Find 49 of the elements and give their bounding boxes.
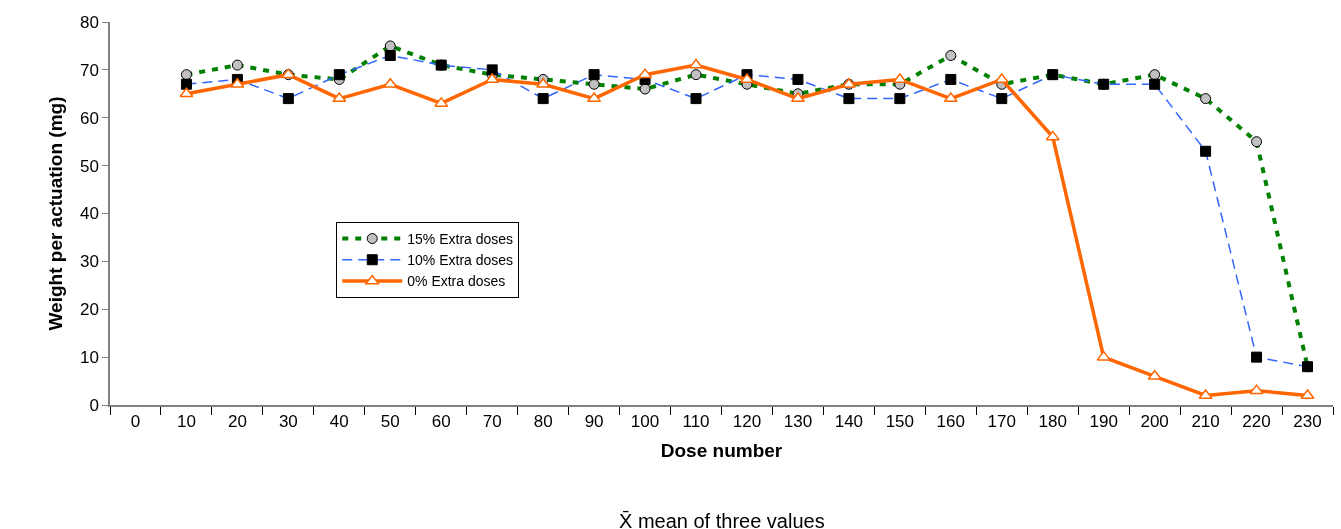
y-tick-label: 10 bbox=[79, 348, 99, 368]
x-tick-label: 200 bbox=[1140, 412, 1169, 432]
point bbox=[943, 92, 958, 103]
point bbox=[1249, 384, 1264, 395]
legend-label: 0% Extra doses bbox=[407, 273, 506, 290]
x-tick-label: 0 bbox=[130, 412, 141, 432]
x-tick-label: 230 bbox=[1293, 412, 1322, 432]
y-tick-label: 40 bbox=[79, 204, 99, 224]
text: X̄ mean of three values bbox=[619, 510, 825, 529]
x-tick-label: 80 bbox=[533, 412, 553, 432]
y-tick-label: 70 bbox=[79, 60, 99, 80]
y-axis-title: Weight per actuation (mg) bbox=[45, 96, 67, 331]
x-tick-label: 210 bbox=[1191, 412, 1220, 432]
y-tick-label: 60 bbox=[79, 108, 99, 128]
legend-label: 15% Extra doses bbox=[407, 230, 514, 247]
x-tick-label: 120 bbox=[732, 412, 762, 432]
point bbox=[179, 87, 194, 98]
point bbox=[1045, 130, 1060, 141]
x-tick-label: 150 bbox=[885, 412, 915, 432]
x-tick-label: 220 bbox=[1242, 412, 1271, 432]
y-tick-label: 80 bbox=[79, 12, 99, 32]
point bbox=[230, 77, 245, 88]
x-tick-label: 90 bbox=[584, 412, 604, 432]
x-tick-label: 20 bbox=[227, 412, 247, 432]
x-tick-label: 60 bbox=[431, 412, 451, 432]
x-tick-label: 10 bbox=[176, 412, 196, 432]
x-tick-label: 40 bbox=[329, 412, 349, 432]
y-tick-label: 0 bbox=[89, 395, 99, 415]
legend-label: 10% Extra doses bbox=[407, 252, 514, 269]
point bbox=[332, 92, 347, 103]
x-tick-label: 180 bbox=[1038, 412, 1067, 432]
x-tick-label: 30 bbox=[278, 412, 298, 432]
point bbox=[383, 77, 398, 88]
x-tick-label: 70 bbox=[482, 412, 502, 432]
x-tick-label: 130 bbox=[783, 412, 813, 432]
y-tick-label: 50 bbox=[79, 156, 99, 176]
x-tick-label: 170 bbox=[987, 412, 1016, 432]
point bbox=[1096, 350, 1111, 361]
y-tick-label: 20 bbox=[79, 300, 99, 320]
x-tick-label: 190 bbox=[1089, 412, 1118, 432]
x-tick-label: 110 bbox=[682, 412, 710, 432]
x-tick-label: 50 bbox=[380, 412, 400, 432]
x-tick-label: 160 bbox=[936, 412, 965, 432]
point bbox=[587, 92, 602, 103]
point bbox=[536, 77, 551, 88]
y-tick-label: 30 bbox=[79, 252, 99, 272]
x-tick-label: 140 bbox=[834, 412, 864, 432]
x-axis-title: Dose number bbox=[660, 440, 783, 462]
x-tick-label: 100 bbox=[630, 412, 660, 432]
